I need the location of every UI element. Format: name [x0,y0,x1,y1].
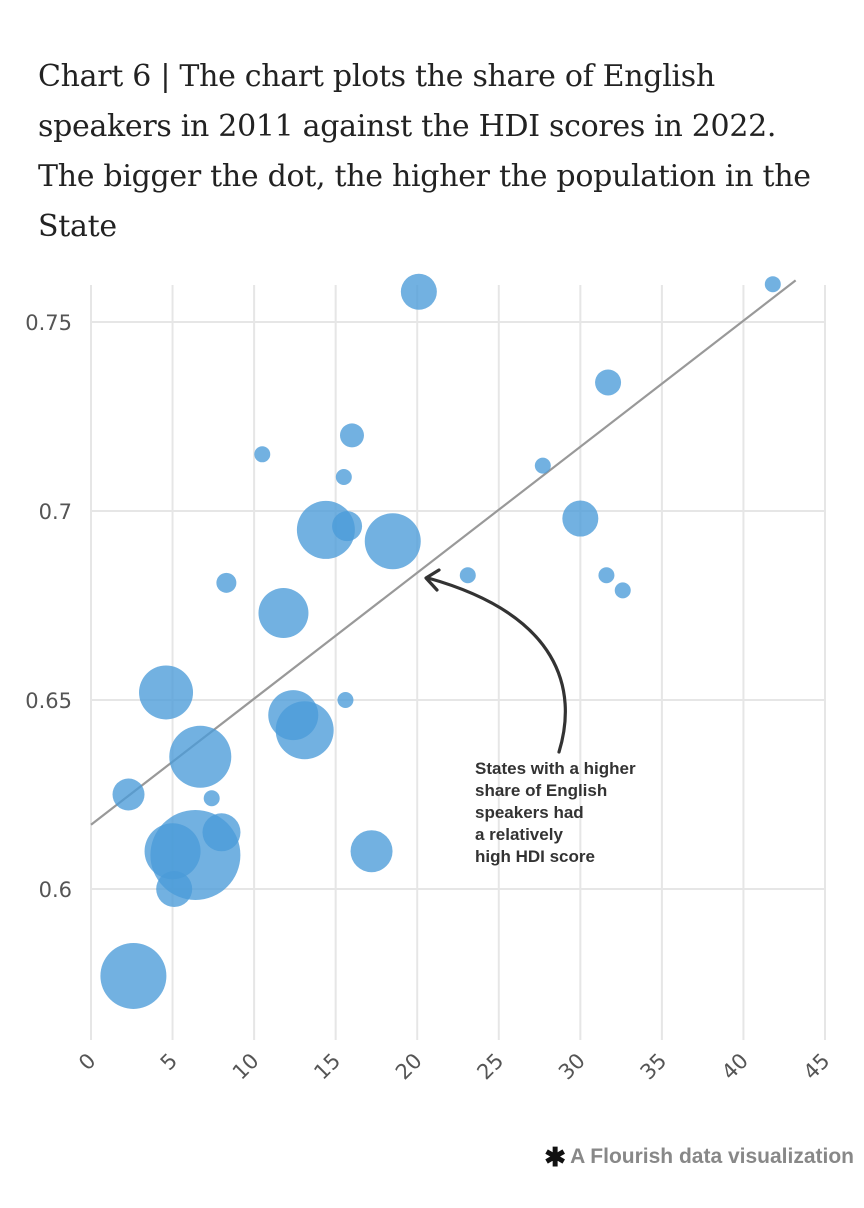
data-bubble[interactable] [112,778,145,811]
x-tick-label: 20 [391,1049,427,1085]
x-tick-label: 40 [717,1049,753,1085]
data-bubble[interactable] [139,665,194,720]
annotation-line: States with a higher [475,759,636,778]
data-bubble[interactable] [595,369,622,396]
x-tick-label: 25 [472,1049,508,1085]
data-bubble[interactable] [202,813,241,852]
data-bubble[interactable] [203,790,220,807]
x-tick-label: 15 [309,1049,345,1085]
annotation-arrowhead [424,568,441,592]
data-bubble[interactable] [254,446,271,463]
bubbles [100,273,781,1009]
data-bubble[interactable] [216,572,237,593]
grid [90,285,826,1040]
annotation-line: high HDI score [475,847,595,866]
y-tick-label: 0.7 [39,500,72,524]
credit-text: A Flourish data visualization [570,1145,854,1168]
data-bubble[interactable] [534,457,551,474]
annotation-line: speakers had [475,803,584,822]
data-bubble[interactable] [144,823,201,880]
data-bubble[interactable] [400,273,437,310]
x-tick-label: 5 [156,1049,182,1075]
data-bubble[interactable] [459,567,476,584]
flourish-credit[interactable]: ✱ A Flourish data visualization [544,1144,854,1170]
data-bubble[interactable] [100,942,167,1009]
data-bubble[interactable] [156,871,193,907]
data-bubble[interactable] [562,500,599,537]
annotation-arrow [426,576,567,754]
data-bubble[interactable] [598,567,615,584]
annotation-line: share of English [475,781,607,800]
data-bubble[interactable] [268,690,319,741]
data-bubble[interactable] [258,588,309,639]
x-tick-label: 10 [228,1049,264,1085]
x-tick-label: 0 [74,1049,100,1075]
data-bubble[interactable] [764,276,781,293]
chart-title: Chart 6 | The chart plots the share of E… [38,59,811,244]
data-bubble[interactable] [169,725,232,788]
y-tick-label: 0.65 [25,689,72,713]
x-tick-label: 35 [636,1049,672,1085]
data-bubble[interactable] [614,582,631,599]
data-bubble[interactable] [350,830,393,873]
data-bubble[interactable] [332,511,363,542]
annotation: States with a higher share of English sp… [424,568,636,866]
annotation-line: a relatively [475,825,563,844]
data-bubble[interactable] [339,423,364,448]
flourish-asterisk-icon: ✱ [544,1142,567,1172]
data-bubble[interactable] [335,468,352,485]
y-tick-label: 0.6 [39,878,72,902]
data-bubble[interactable] [337,692,354,708]
x-tick-label: 45 [799,1049,835,1085]
x-tick-label: 30 [554,1049,590,1085]
data-bubble[interactable] [364,513,421,570]
y-tick-label: 0.75 [25,311,72,335]
